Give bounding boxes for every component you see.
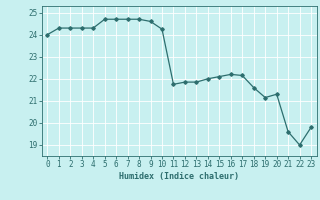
X-axis label: Humidex (Indice chaleur): Humidex (Indice chaleur) bbox=[119, 172, 239, 181]
